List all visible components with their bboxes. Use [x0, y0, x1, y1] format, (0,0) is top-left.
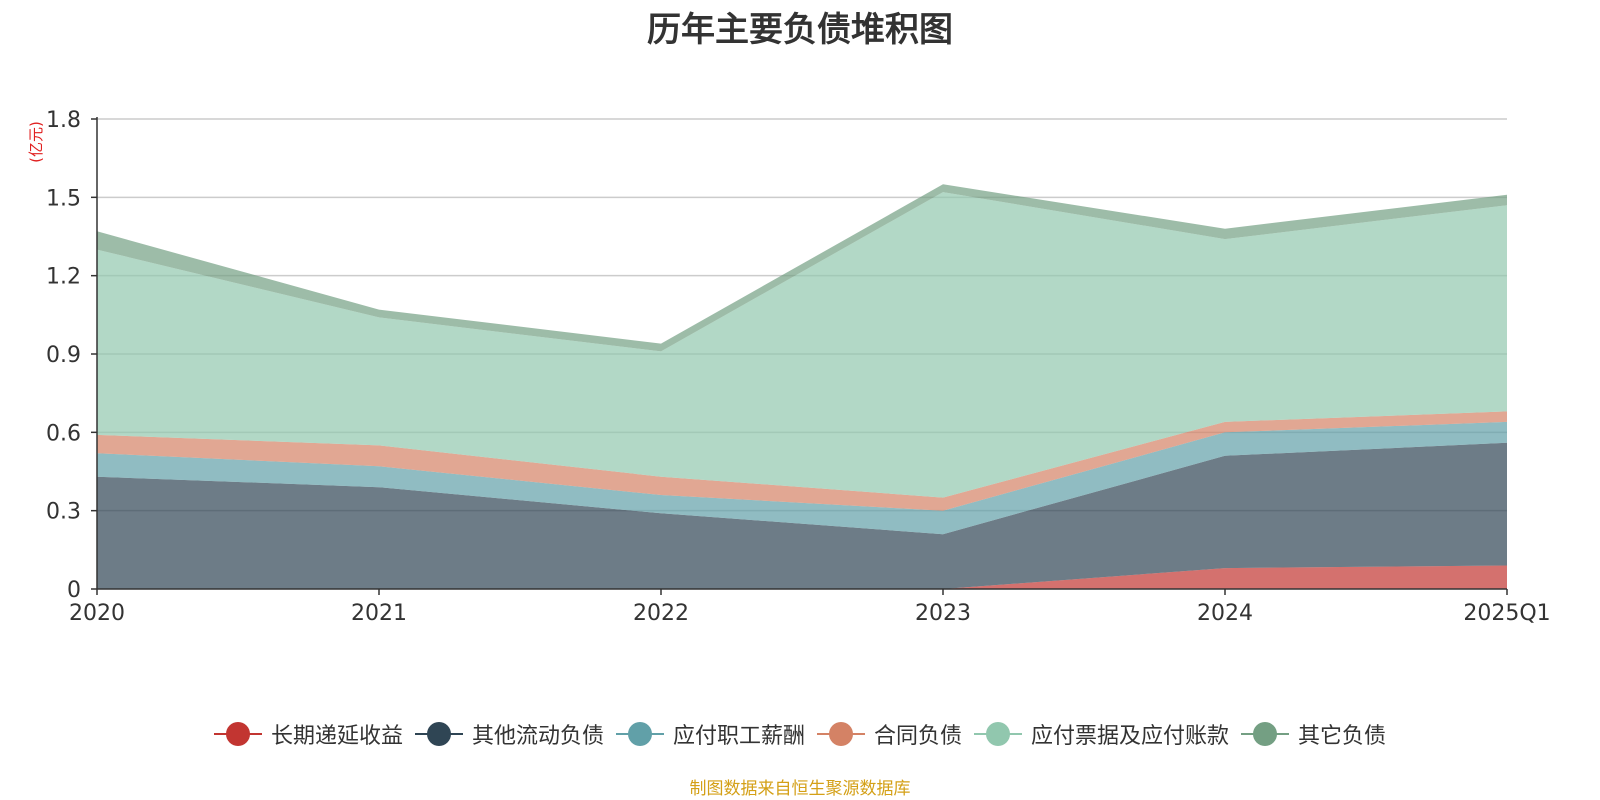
- legend-item[interactable]: 长期递延收益: [213, 718, 403, 750]
- legend-label: 长期递延收益: [270, 724, 403, 749]
- data-point-series-3: [659, 475, 663, 479]
- legend-swatch: [817, 722, 865, 746]
- data-point-series-3: [941, 496, 945, 500]
- legend-swatch: [615, 722, 664, 746]
- legend-item[interactable]: 其他流动负债: [414, 718, 604, 750]
- y-tick-label: 1.2: [46, 265, 81, 290]
- y-tick-label: 0.9: [46, 343, 81, 368]
- data-point-series-5: [1223, 227, 1227, 231]
- data-point-series-4: [1223, 237, 1227, 241]
- data-point-series-2: [941, 509, 945, 513]
- area-series-5: [97, 184, 1507, 352]
- x-tick-label: 2025Q1: [1463, 601, 1550, 626]
- data-point-series-2: [659, 493, 663, 497]
- x-tick-label: 2024: [1197, 601, 1253, 626]
- y-tick-label: 0: [67, 578, 81, 603]
- data-point-series-0: [1223, 566, 1227, 570]
- data-point-series-5: [659, 342, 663, 346]
- area-series-3: [97, 411, 1507, 511]
- data-point-series-2: [1223, 430, 1227, 434]
- chart-legend: 长期递延收益 其他流动负债 应付职工薪酬 合同负债 应付票据及应付账款 其它负债: [0, 718, 1600, 750]
- legend-item[interactable]: 其它负债: [1241, 718, 1386, 750]
- data-point-series-5: [377, 308, 381, 312]
- data-point-series-1: [377, 485, 381, 489]
- legend-label: 其他流动负债: [471, 724, 604, 749]
- legend-swatch: [213, 722, 262, 746]
- area-series-4: [97, 192, 1507, 498]
- data-point-series-3: [377, 443, 381, 447]
- data-point-series-1: [1223, 454, 1227, 458]
- legend-label: 应付职工薪酬: [672, 724, 805, 749]
- legend-label: 其它负债: [1298, 724, 1387, 749]
- chart-plot: 0 0.3 0.6 0.9 1.2 1.5 1.8 2020 2021 2022 2023 2024 2…: [46, 108, 1551, 626]
- legend-label: 应付票据及应付账款: [1031, 724, 1230, 749]
- data-point-series-3: [1223, 420, 1227, 424]
- x-tick-label: 2021: [351, 601, 407, 626]
- x-tick-label: 2022: [633, 601, 689, 626]
- legend-swatch: [1241, 722, 1290, 746]
- y-tick-label: 0.3: [46, 500, 81, 525]
- data-point-series-1: [1505, 441, 1509, 445]
- legend-item[interactable]: 合同负债: [817, 718, 962, 750]
- data-point-series-2: [1505, 420, 1509, 424]
- y-tick-label: 0.6: [46, 421, 81, 446]
- legend-swatch: [974, 722, 1023, 746]
- data-point-series-4: [659, 349, 663, 353]
- x-tick-label: 2020: [69, 601, 125, 626]
- legend-swatch: [414, 722, 463, 746]
- data-point-series-4: [1505, 203, 1509, 207]
- legend-item[interactable]: 应付票据及应付账款: [974, 718, 1229, 750]
- chart-title: 历年主要负债堆积图: [647, 10, 953, 50]
- data-point-series-3: [1505, 409, 1509, 413]
- data-point-series-4: [377, 315, 381, 319]
- legend-label: 合同负债: [874, 724, 963, 749]
- area-series-0: [97, 565, 1507, 589]
- y-tick-label: 1.8: [46, 108, 81, 133]
- data-point-series-5: [1505, 193, 1509, 197]
- x-tick-label: 2023: [915, 601, 971, 626]
- y-tick-label: 1.5: [46, 186, 81, 211]
- data-point-series-0: [1505, 564, 1509, 568]
- data-point-series-5: [941, 182, 945, 186]
- data-point-series-4: [941, 190, 945, 194]
- area-series-2: [97, 421, 1507, 535]
- area-series-1: [97, 442, 1507, 589]
- data-source-note: 制图数据来自恒生聚源数据库: [689, 779, 911, 799]
- data-point-series-2: [377, 464, 381, 468]
- legend-item[interactable]: 应付职工薪酬: [615, 718, 805, 750]
- data-point-series-1: [659, 511, 663, 515]
- data-point-series-1: [941, 532, 945, 536]
